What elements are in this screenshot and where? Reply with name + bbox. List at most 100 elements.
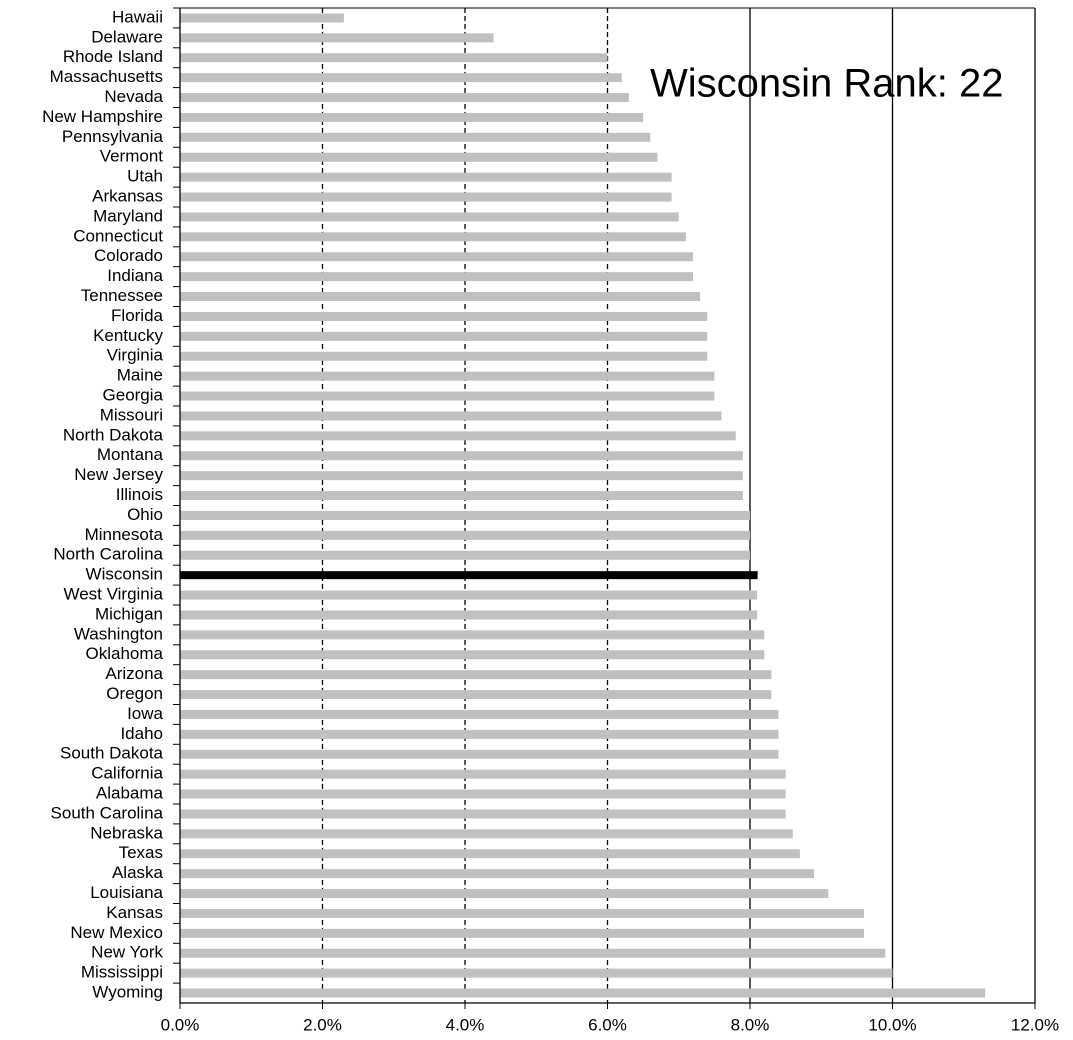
- bar: [180, 809, 786, 819]
- y-tick-label: Delaware: [91, 27, 163, 46]
- y-tick-label: Montana: [97, 445, 164, 464]
- bar: [180, 908, 864, 918]
- y-tick-label: Iowa: [127, 704, 163, 723]
- y-tick-label: Michigan: [95, 604, 163, 623]
- bar: [180, 172, 672, 182]
- y-tick-label: Illinois: [116, 485, 163, 504]
- bar: [180, 252, 693, 262]
- y-tick-label: Oklahoma: [86, 644, 164, 663]
- y-tick-label: Idaho: [120, 724, 163, 743]
- bar: [180, 13, 344, 23]
- y-tick-label: New Jersey: [74, 465, 163, 484]
- bar: [180, 670, 772, 680]
- bar: [180, 590, 758, 600]
- y-tick-label: Virginia: [107, 346, 164, 365]
- y-tick-label: Massachusetts: [50, 67, 163, 86]
- y-tick-label: Louisiana: [90, 883, 163, 902]
- y-tick-label: Nevada: [104, 87, 163, 106]
- y-tick-label: Kentucky: [93, 326, 163, 345]
- y-tick-label: Georgia: [103, 386, 164, 405]
- bar: [180, 411, 722, 421]
- bar: [180, 610, 758, 620]
- bar: [180, 292, 701, 302]
- y-tick-label: Washington: [74, 624, 163, 643]
- y-tick-label: Minnesota: [85, 525, 164, 544]
- x-tick-label: 4.0%: [446, 1015, 485, 1034]
- x-tick-label: 12.0%: [1011, 1015, 1059, 1034]
- y-tick-label: Colorado: [94, 246, 163, 265]
- bar: [180, 948, 886, 958]
- bar: [180, 630, 765, 640]
- bar: [180, 232, 686, 242]
- y-tick-label: Utah: [127, 167, 163, 186]
- y-tick-label: California: [91, 764, 163, 783]
- y-tick-label: Arkansas: [92, 187, 163, 206]
- y-tick-label: Nebraska: [90, 823, 163, 842]
- bar: [180, 212, 679, 222]
- y-tick-label: North Dakota: [63, 425, 164, 444]
- bar: [180, 550, 750, 560]
- y-tick-label: Mississippi: [81, 963, 163, 982]
- bar: [180, 769, 786, 779]
- bar: [180, 132, 651, 142]
- y-tick-label: Florida: [111, 306, 164, 325]
- bar: [180, 789, 786, 799]
- x-tick-label: 2.0%: [303, 1015, 342, 1034]
- bar: [180, 829, 793, 839]
- bar: [180, 33, 494, 43]
- y-tick-label: Vermont: [100, 147, 164, 166]
- y-tick-label: Rhode Island: [63, 47, 163, 66]
- bar: [180, 690, 772, 700]
- x-tick-label: 10.0%: [868, 1015, 916, 1034]
- bar: [180, 431, 736, 441]
- bar: [180, 709, 779, 719]
- y-tick-label: Arizona: [105, 664, 163, 683]
- bar: [180, 152, 658, 162]
- y-tick-label: Indiana: [107, 266, 163, 285]
- y-tick-label: New Hampshire: [42, 107, 163, 126]
- bar: [180, 112, 644, 122]
- bar: [179, 571, 758, 580]
- bar: [180, 311, 708, 321]
- bar: [180, 93, 629, 103]
- x-tick-label: 0.0%: [161, 1015, 200, 1034]
- y-tick-label: Alaska: [112, 863, 164, 882]
- y-tick-label: Texas: [119, 843, 163, 862]
- bar: [180, 530, 750, 540]
- bar: [180, 928, 864, 938]
- bar: [180, 849, 800, 859]
- y-tick-label: New Mexico: [70, 923, 163, 942]
- bar: [180, 650, 765, 660]
- y-tick-label: Ohio: [127, 505, 163, 524]
- y-tick-label: New York: [91, 943, 163, 962]
- bar: [180, 371, 715, 381]
- y-tick-label: West Virginia: [63, 585, 163, 604]
- bar: [180, 471, 743, 481]
- y-tick-label: Pennsylvania: [62, 127, 164, 146]
- y-tick-label: Oregon: [106, 684, 163, 703]
- bar: [180, 749, 779, 759]
- bar: [180, 988, 986, 998]
- y-tick-label: Hawaii: [112, 7, 163, 26]
- y-tick-label: Tennessee: [81, 286, 163, 305]
- x-tick-label: 8.0%: [731, 1015, 770, 1034]
- bar: [180, 73, 622, 83]
- y-tick-label: Alabama: [96, 784, 164, 803]
- y-tick-label: Kansas: [106, 903, 163, 922]
- bar: [180, 351, 708, 361]
- y-tick-label: Maine: [117, 366, 163, 385]
- bar: [180, 192, 672, 202]
- bar: [180, 331, 708, 341]
- bar: [180, 53, 608, 63]
- y-tick-label: Connecticut: [73, 226, 163, 245]
- x-tick-label: 6.0%: [588, 1015, 627, 1034]
- bar: [180, 491, 743, 501]
- y-tick-label: North Carolina: [53, 545, 163, 564]
- y-tick-label: Maryland: [93, 206, 163, 225]
- bar: [180, 889, 829, 899]
- y-tick-label: South Carolina: [51, 803, 164, 822]
- y-tick-label: South Dakota: [60, 744, 164, 763]
- y-tick-label: Wyoming: [92, 983, 163, 1002]
- bar: [180, 968, 893, 978]
